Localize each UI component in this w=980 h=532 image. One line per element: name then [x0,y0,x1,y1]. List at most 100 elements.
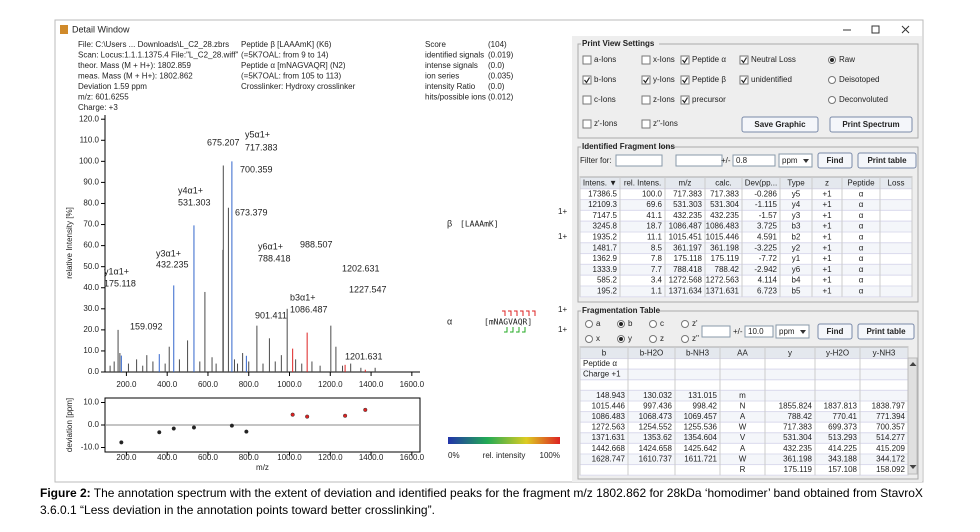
table-cell: 3.4 [651,276,663,285]
button-label[interactable]: Find [827,327,844,336]
button[interactable] [817,323,853,340]
peak-label: 700.359 [240,164,273,174]
button-label[interactable]: Find [827,156,844,165]
column-header[interactable]: b-NH3 [686,348,710,357]
column-header[interactable]: y-H2O [826,348,849,357]
button[interactable] [857,152,917,169]
button[interactable] [817,152,853,169]
peak-label: 1202.631 [342,263,380,273]
combo-box[interactable] [775,324,810,339]
checkbox[interactable] [680,55,690,65]
button-label[interactable]: Print table [867,156,907,165]
checkbox-label[interactable]: z'-Ions [594,119,617,128]
button[interactable] [741,116,819,133]
checkbox[interactable] [582,55,592,65]
radio-label[interactable]: Raw [839,55,855,64]
radio-label[interactable]: y [628,334,632,343]
text-input[interactable] [732,154,776,167]
checkbox[interactable] [739,55,749,65]
radio-button[interactable] [681,320,689,328]
checkbox-label[interactable]: Peptide α [692,55,726,64]
radio-button[interactable] [585,335,593,343]
checkbox-label[interactable]: precursor [692,95,726,104]
text-input[interactable] [744,325,774,338]
combo-box[interactable] [778,153,813,168]
radio-label[interactable]: x [596,334,600,343]
combo-value[interactable]: ppm [782,156,798,165]
column-header[interactable]: m/z [679,179,692,188]
checkbox-label[interactable]: x-Ions [653,55,675,64]
scroll-up[interactable] [909,362,917,366]
checkbox[interactable] [680,75,690,85]
column-header[interactable]: AA [737,348,748,357]
score-value: (0.035) [488,72,514,81]
text-input[interactable] [701,325,731,338]
close-button[interactable] [901,25,910,34]
combo-value[interactable]: ppm [779,327,795,336]
column-header[interactable]: b-H2O [640,348,664,357]
table-row [579,358,909,370]
checkbox-label[interactable]: c-Ions [594,95,616,104]
checkbox[interactable] [641,55,651,65]
button[interactable] [857,323,915,340]
window-controls[interactable] [843,25,910,34]
column-header[interactable]: Type [787,179,805,188]
charge-label: 1+ [558,232,567,241]
button-label[interactable]: Save Graphic [754,120,806,129]
filter-label: Filter for: [580,156,612,165]
radio-button[interactable] [649,335,657,343]
radio-button[interactable] [585,320,593,328]
radio-label[interactable]: b [628,319,633,328]
button-label[interactable]: Print Spectrum [842,120,899,129]
checkbox[interactable] [582,75,592,85]
table-cell: 415.209 [876,444,905,453]
radio-button[interactable] [649,320,657,328]
table-cell: 1442.668 [592,444,626,453]
column-header[interactable]: Loss [888,179,905,188]
column-header[interactable]: calc. [715,179,731,188]
checkbox[interactable] [582,95,592,105]
scrollbar[interactable] [907,357,918,475]
radio-label[interactable]: a [596,319,601,328]
restore-button[interactable] [871,25,880,34]
input-value[interactable]: 0.8 [736,156,748,165]
checkbox[interactable] [739,75,749,85]
checkbox-label[interactable]: y-Ions [653,75,675,84]
column-header[interactable]: y [788,348,792,357]
column-header[interactable]: b [602,348,607,357]
text-input[interactable] [615,154,663,167]
radio-button[interactable] [681,335,689,343]
radio-button[interactable] [828,96,836,104]
column-header[interactable]: rel. Intens. [624,179,661,188]
radio-label[interactable]: Deconvoluted [839,95,888,104]
checkbox[interactable] [641,95,651,105]
column-header[interactable]: y-NH3 [873,348,896,357]
column-header[interactable]: z [825,179,829,188]
text-input[interactable] [675,154,723,167]
caption-label: Figure 2: [40,486,91,500]
radio-button[interactable] [828,76,836,84]
checkbox-label[interactable]: unidentified [751,75,792,84]
checkbox-label[interactable]: Neutral Loss [751,55,796,64]
checkbox-label[interactable]: z-Ions [653,95,675,104]
radio-label[interactable]: z'' [692,334,700,343]
checkbox[interactable] [641,75,651,85]
column-header[interactable]: Dev(pp... [745,179,777,188]
checkbox[interactable] [582,119,592,129]
column-header[interactable]: Intens. ▼ [583,179,617,188]
radio-label[interactable]: z' [692,319,698,328]
checkbox-label[interactable]: b-Ions [594,75,616,84]
scroll-down[interactable] [909,465,917,469]
checkbox-label[interactable]: z''-Ions [653,119,678,128]
input-value[interactable]: 10.0 [748,327,764,336]
column-header[interactable]: Peptide [847,179,875,188]
checkbox[interactable] [641,119,651,129]
button-label[interactable]: Print table [866,327,906,336]
button[interactable] [829,116,913,133]
radio-label[interactable]: Deisotoped [839,75,879,84]
radio-label[interactable]: c [660,319,664,328]
checkbox-label[interactable]: a-Ions [594,55,616,64]
checkbox[interactable] [680,95,690,105]
checkbox-label[interactable]: Peptide β [692,75,726,84]
radio-label[interactable]: z [660,334,664,343]
